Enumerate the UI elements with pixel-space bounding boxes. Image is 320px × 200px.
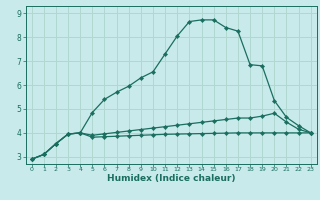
- X-axis label: Humidex (Indice chaleur): Humidex (Indice chaleur): [107, 174, 236, 183]
